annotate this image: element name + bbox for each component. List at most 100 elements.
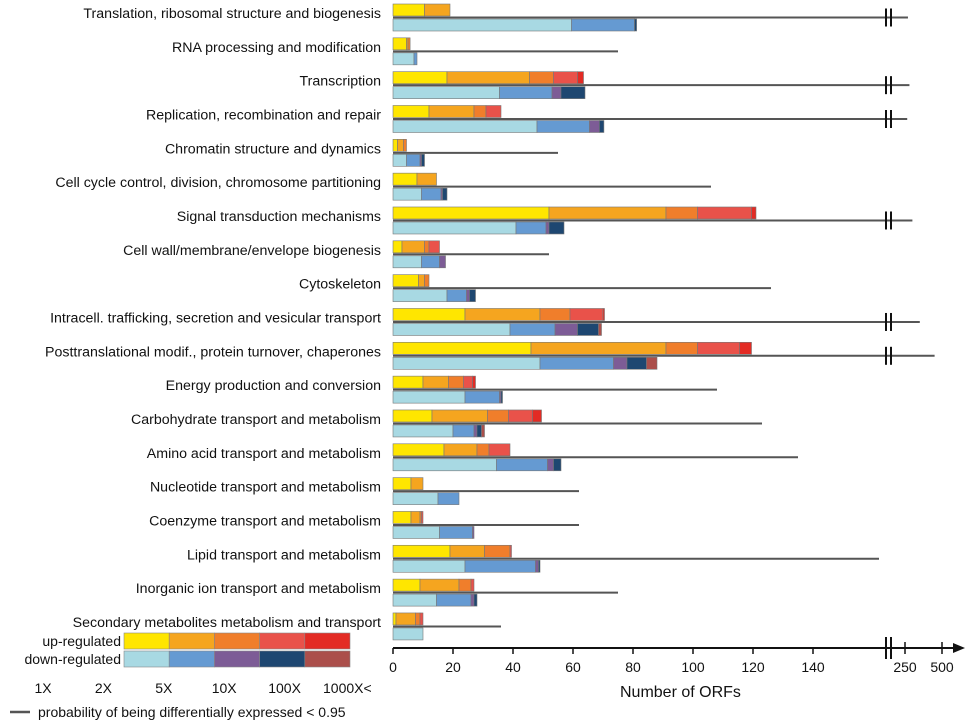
down-bar-segment xyxy=(589,120,600,133)
category-row: Nucleotide transport and metabolism xyxy=(150,477,579,505)
down-bar-segment xyxy=(626,356,647,370)
up-bar-segment xyxy=(530,341,667,355)
up-bar-segment xyxy=(392,308,466,321)
up-bar-segment xyxy=(448,375,464,389)
up-bar-segment xyxy=(529,71,554,84)
up-bar-segment xyxy=(488,443,511,457)
up-bar-segment xyxy=(539,308,571,321)
up-bar-segment xyxy=(392,71,448,84)
category-label: Carbohydrate transport and metabolism xyxy=(131,412,381,428)
down-bar-segment xyxy=(436,593,472,607)
category-row: Chromatin structure and dynamics xyxy=(165,139,558,167)
x-tick-label: 500 xyxy=(930,659,954,675)
category-row: Posttranslational modif., protein turnov… xyxy=(45,341,935,370)
up-bar-segment xyxy=(410,477,424,490)
x-tick-label: 20 xyxy=(445,659,461,675)
legend-swatch-down xyxy=(214,650,260,668)
up-bar-segment xyxy=(410,511,421,524)
up-bar-segment xyxy=(697,206,752,220)
category-row: Carbohydrate transport and metabolism xyxy=(131,409,762,438)
down-bar-segment xyxy=(634,18,637,32)
up-bar-segment xyxy=(449,544,485,558)
category-rows: Translation, ribosomal structure and bio… xyxy=(45,3,935,641)
up-bar-segment xyxy=(392,139,398,152)
category-row: Cell cycle control, division, chromosome… xyxy=(55,172,711,201)
category-label: Signal transduction mechanisms xyxy=(177,209,381,225)
up-bar-segment xyxy=(403,139,407,152)
up-bar-segment xyxy=(577,71,584,84)
category-row: Lipid transport and metabolism xyxy=(187,544,879,573)
up-bar-segment xyxy=(487,409,509,423)
down-bar-segment xyxy=(392,86,500,99)
up-bar-segment xyxy=(392,477,412,490)
up-bar-segment xyxy=(401,240,425,254)
category-label: Nucleotide transport and metabolism xyxy=(150,480,381,496)
up-bar-segment xyxy=(431,409,488,423)
up-bar-segment xyxy=(458,578,472,592)
up-bar-segment xyxy=(473,105,487,118)
down-bar-segment xyxy=(392,289,448,302)
down-bar-segment xyxy=(464,390,500,404)
down-bar-segment xyxy=(392,221,517,235)
x-tick-label: 120 xyxy=(741,659,765,675)
up-bar-segment xyxy=(463,375,473,389)
down-bar-segment xyxy=(472,526,475,539)
down-bar-segment xyxy=(392,187,422,201)
down-bar-segment xyxy=(421,255,440,269)
up-bar-segment xyxy=(569,308,604,321)
down-bar-segment xyxy=(421,187,442,201)
x-tick-label: 140 xyxy=(801,659,825,675)
down-bar-segment xyxy=(392,559,466,573)
down-bar-segment xyxy=(392,627,424,641)
down-bar-segment xyxy=(473,593,478,607)
down-bar-segment xyxy=(598,323,602,336)
down-bar-segment xyxy=(560,86,586,99)
down-bar-segment xyxy=(545,221,550,235)
down-bar-segment xyxy=(499,86,553,99)
down-bar-segment xyxy=(392,593,437,607)
category-row: Coenzyme transport and metabolism xyxy=(149,511,579,539)
down-bar-segment xyxy=(554,323,578,336)
down-bar-segment xyxy=(515,221,547,235)
up-bar-segment xyxy=(508,409,533,423)
fold-level-label: 1000X< xyxy=(323,680,372,696)
down-bar-segment xyxy=(496,458,548,472)
category-row: Translation, ribosomal structure and bio… xyxy=(83,3,908,32)
up-bar-segment xyxy=(418,274,425,287)
category-row: Inorganic ion transport and metabolism xyxy=(136,578,618,607)
up-bar-segment xyxy=(428,240,440,254)
up-bar-segment xyxy=(392,3,425,17)
down-bar-segment xyxy=(646,356,658,370)
down-bar-segment xyxy=(476,424,482,438)
up-bar-segment xyxy=(419,612,424,626)
up-bar-segment xyxy=(424,274,430,287)
down-bar-segment xyxy=(470,593,475,607)
category-row: Intracell. trafficking, secretion and ve… xyxy=(50,308,920,336)
up-bar-segment xyxy=(476,443,490,457)
category-label: Cell cycle control, division, chromosome… xyxy=(55,175,381,191)
category-label: Chromatin structure and dynamics xyxy=(165,141,381,157)
legend-line-label: probability of being differentially expr… xyxy=(38,704,346,720)
x-tick-label: 40 xyxy=(505,659,521,675)
up-bar-segment xyxy=(428,105,475,118)
legend-swatch-up xyxy=(123,632,170,650)
up-bar-segment xyxy=(697,341,740,355)
category-label: Posttranslational modif., protein turnov… xyxy=(45,344,381,360)
down-bar-segment xyxy=(413,52,418,66)
legend-label-up: up-regulated xyxy=(42,633,121,649)
up-bar-segment xyxy=(739,341,752,355)
x-axis-label: Number of ORFs xyxy=(620,684,741,701)
down-bar-segment xyxy=(539,356,614,370)
up-bar-segment xyxy=(392,274,419,287)
up-bar-segment xyxy=(415,612,421,626)
down-bar-segment xyxy=(536,120,590,133)
legend-swatch-down xyxy=(168,650,215,668)
category-label: Amino acid transport and metabolism xyxy=(147,446,381,462)
category-row: Secondary metabolites metabolism and tra… xyxy=(73,612,501,641)
down-bar-segment xyxy=(421,154,425,167)
category-label: Intracell. trafficking, secretion and ve… xyxy=(50,310,381,326)
up-bar-segment xyxy=(392,544,451,558)
category-label: Cytoskeleton xyxy=(299,277,381,293)
up-bar-segment xyxy=(392,511,412,524)
